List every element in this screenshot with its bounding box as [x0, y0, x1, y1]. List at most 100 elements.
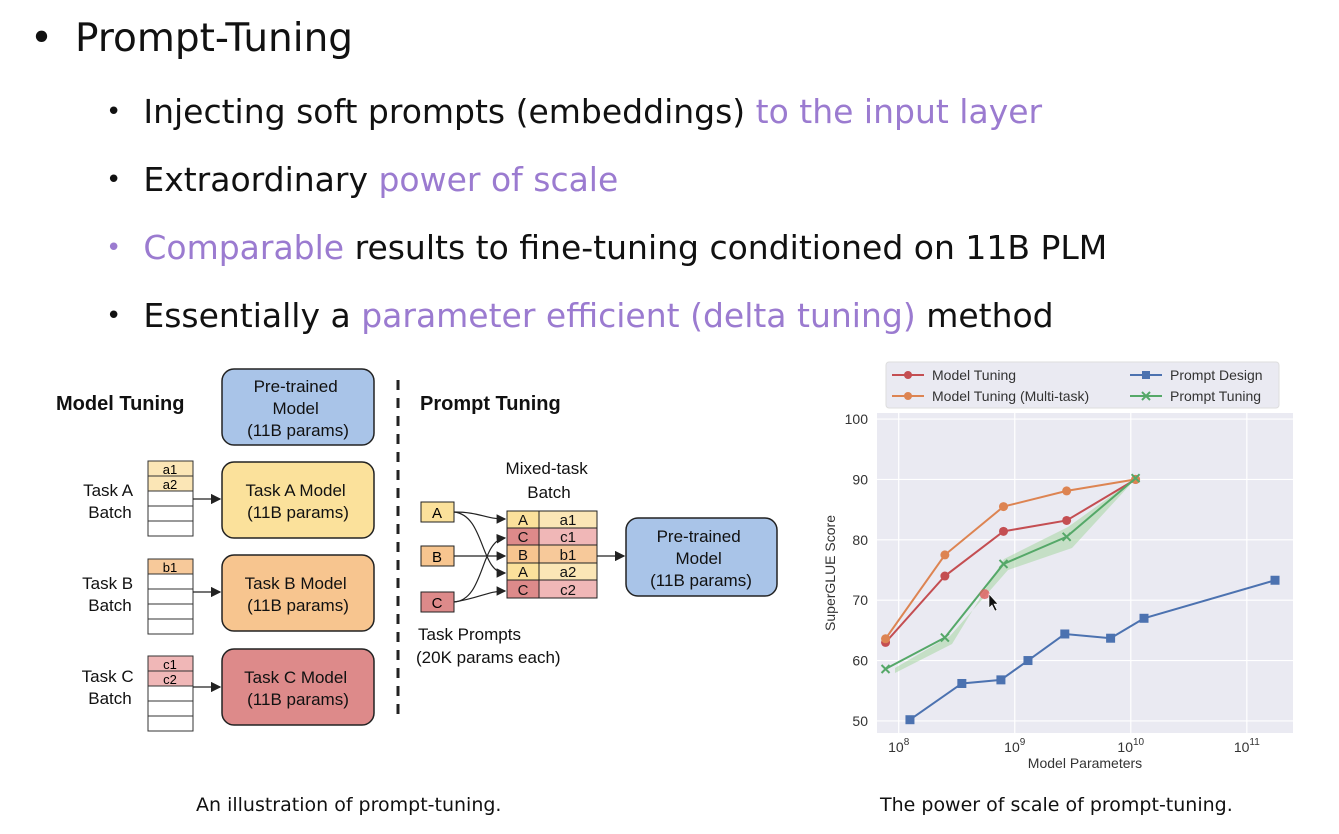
svg-text:Mixed-task Batch: Mixed-task Batch — [506, 459, 593, 502]
mixed-row-1-item: a1 — [560, 512, 577, 529]
svg-text:Task C Batch: Task C Batch — [82, 667, 139, 708]
task-b-batch-table — [147, 558, 194, 635]
superglue-scale-chart: 50 60 70 80 90 100 108 109 1010 1011 Model Param… — [822, 361, 1293, 771]
mouse-cursor-icon — [988, 593, 999, 612]
prompt-tuning-label: Prompt Tuning — [420, 393, 561, 415]
prompt-a-letter: A — [432, 505, 442, 522]
task-a-row-2: a2 — [163, 477, 177, 492]
mixed-row-3-prompt: B — [518, 547, 528, 564]
svg-text:Task Prompts (20K params e: Task Prompts (20K params each) — [416, 625, 561, 667]
prompt-tuning-band — [895, 474, 1140, 673]
pretrained-right-line-3: (11B params) — [650, 571, 752, 590]
data-point — [999, 502, 1009, 512]
task-b-row-1: b1 — [163, 560, 177, 575]
legend: Model Tuning Model Tuning (Multi-task) Pro… — [885, 361, 1280, 409]
pretrained-line-2: Model — [272, 399, 318, 418]
y-tick-label: 80 — [852, 532, 868, 548]
task-c-row-1: c1 — [163, 657, 177, 672]
mixed-batch-label: Mixed-task — [506, 459, 589, 478]
pretrained-model-box-right — [625, 517, 778, 597]
data-point — [881, 634, 891, 644]
legend-label: Prompt Design — [1170, 367, 1263, 383]
mixed-row-2-item: c1 — [560, 529, 576, 546]
task-c-model-box — [221, 648, 375, 726]
task-c-model-params: (11B params) — [247, 690, 349, 709]
mixed-row-3-item: b1 — [560, 547, 577, 564]
bullet-1: • Injecting soft prompts (embeddings) to … — [106, 92, 1043, 131]
mixed-row-4-item: a2 — [560, 564, 577, 581]
data-point — [880, 664, 891, 674]
svg-text:Pre-trained Model (11B: Pre-trained Model (11B params) — [650, 527, 752, 590]
data-point — [905, 715, 915, 725]
x-tick-label: 1011 — [1234, 737, 1260, 755]
mixed-row-4-prompt: A — [518, 564, 528, 581]
pretrained-right-line-1: Pre-trained — [657, 527, 741, 546]
data-point — [1106, 633, 1116, 643]
gridlines — [877, 413, 1293, 733]
bullet-3: • Comparable results to fine-tuning condi… — [106, 228, 1108, 267]
task-c-row-2: c2 — [163, 672, 177, 687]
task-a-model-box — [221, 461, 375, 539]
mixed-row-5-item: c2 — [560, 582, 576, 599]
y-tick-label: 100 — [845, 411, 869, 427]
mixed-row-5-prompt: C — [518, 582, 529, 599]
task-a-batch-label-2: Batch — [88, 503, 131, 522]
legend-label: Model Tuning — [932, 367, 1016, 383]
mixed-batch-label-2: Batch — [527, 483, 570, 502]
task-prompts-params: (20K params each) — [416, 648, 561, 667]
bullet-4: • Essentially a parameter efficient (delt… — [106, 296, 1054, 335]
pretrained-right-line-2: Model — [675, 549, 721, 568]
data-point — [996, 675, 1006, 685]
series-line-2 — [909, 579, 1276, 721]
task-b-model-name: Task B Model — [245, 574, 347, 593]
pretrained-line-1: Pre-trained — [254, 377, 338, 396]
task-a-batch-table — [147, 460, 194, 537]
y-axis-label: SuperGLUE Score — [822, 515, 838, 631]
svg-text:Task C Model (11B params): Task C Model (11B params) — [244, 668, 352, 709]
diagram-caption: An illustration of prompt-tuning. — [196, 794, 502, 816]
bullet-2: • Extraordinary power of scale — [106, 160, 619, 199]
pretrained-model-box — [221, 368, 375, 446]
y-tick-label: 60 — [852, 653, 868, 669]
x-tick-label: 108 — [888, 737, 910, 755]
series-layer — [880, 473, 1280, 725]
task-a-batch-label: Task A — [83, 481, 134, 500]
task-a-model-params: (11B params) — [247, 503, 349, 522]
data-point — [1062, 515, 1072, 525]
data-point — [1060, 629, 1070, 639]
legend-label: Prompt Tuning — [1170, 388, 1261, 404]
task-a-row-1: a1 — [163, 462, 177, 477]
task-b-batch-label-2: Batch — [88, 596, 131, 615]
prompt-c-letter: C — [432, 595, 443, 612]
task-prompts-label: Task Prompts — [418, 625, 521, 644]
task-b-model-box — [221, 554, 375, 632]
data-point — [957, 678, 967, 688]
hover-highlight — [979, 589, 990, 600]
x-axis-label: Model Parameters — [1028, 755, 1142, 771]
mixed-row-2-prompt: C — [518, 529, 529, 546]
data-point — [1130, 473, 1141, 483]
data-point — [1023, 656, 1033, 666]
data-point — [998, 559, 1009, 569]
svg-text:Task B Batch: Task B Batch — [82, 574, 138, 615]
task-b-batch-label: Task B — [82, 574, 133, 593]
plot-area — [877, 413, 1293, 733]
slide-title: • Prompt-Tuning — [30, 16, 354, 61]
prompt-b-letter: B — [432, 549, 442, 566]
task-c-batch-label: Task C — [82, 667, 134, 686]
y-tick-label: 50 — [852, 713, 868, 729]
svg-text:Task A Model (11B params): Task A Model (11B params) — [246, 481, 351, 522]
data-point — [1062, 486, 1072, 496]
data-point — [999, 526, 1009, 536]
x-tick-labels: 108 109 1010 1011 — [888, 737, 1260, 755]
data-point — [940, 632, 950, 643]
y-tick-label: 90 — [852, 471, 868, 487]
task-c-batch-label-2: Batch — [88, 689, 131, 708]
x-tick-label: 1010 — [1117, 737, 1144, 755]
task-a-model-name: Task A Model — [246, 481, 346, 500]
legend-label: Model Tuning (Multi-task) — [932, 388, 1089, 404]
y-tick-labels: 50 60 70 80 90 100 — [845, 411, 869, 729]
x-tick-label: 109 — [1004, 737, 1026, 755]
data-point — [1270, 575, 1280, 585]
svg-text:Task A Batch: Task A Batch — [83, 481, 137, 522]
